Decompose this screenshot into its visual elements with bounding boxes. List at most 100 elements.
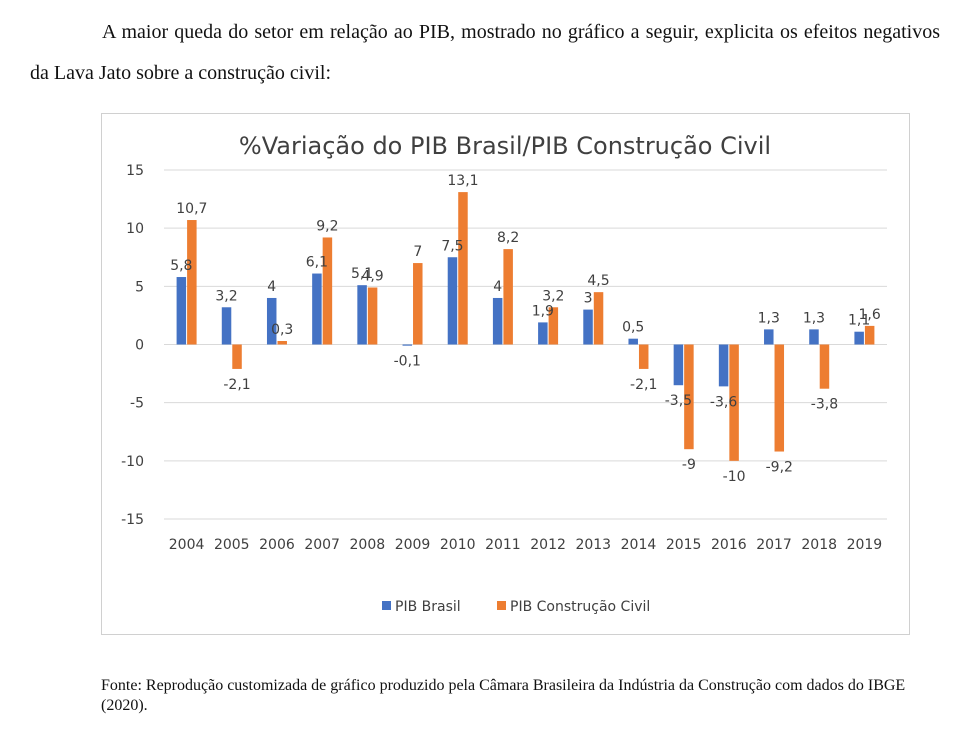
y-tick-label: -10: [121, 454, 144, 470]
data-label: 10,7: [176, 201, 207, 217]
chart-container: %Variação do PIB Brasil/PIB Construção C…: [101, 113, 910, 635]
x-axis-tick-labels: 2004 2005 2006 2007 2008 2009 2010 2011 2012 2013…: [169, 537, 882, 553]
data-label: -10: [723, 469, 746, 485]
y-tick-label: -5: [130, 396, 144, 412]
bar-pib-brasil-2014: [628, 338, 638, 345]
data-label: -3,8: [811, 397, 838, 413]
y-axis-tick-labels: 15 10 5 0 -5 -10 -15: [121, 163, 144, 528]
data-label: -3,5: [665, 393, 692, 409]
data-label: 4: [267, 279, 276, 295]
bar-pib-brasil-2008: [357, 285, 367, 345]
data-label: 0,5: [622, 320, 644, 336]
bar-pib-construcao-2006: [277, 341, 287, 345]
data-label: 5,1: [351, 266, 373, 282]
data-label: 13,1: [447, 173, 478, 189]
bar-pib-construcao-2019: [864, 325, 875, 345]
data-label: 5,8: [170, 258, 192, 274]
intro-paragraph: A maior queda do setor em relação ao PIB…: [30, 21, 940, 84]
x-tick-label: 2004: [169, 537, 205, 553]
data-label: 7,5: [441, 238, 463, 254]
x-tick-label: 2007: [304, 537, 340, 553]
y-tick-label: 5: [135, 279, 144, 295]
legend-swatch: [497, 601, 506, 610]
bar-pib-brasil-2019: [854, 331, 864, 345]
y-tick-label: 0: [135, 338, 144, 354]
legend: PIB Brasil PIB Construção Civil: [382, 599, 650, 615]
y-tick-label: -15: [121, 512, 144, 528]
bar-pib-construcao-2008: [367, 287, 378, 345]
data-label: 6,1: [306, 255, 328, 271]
data-label: -2,1: [630, 377, 657, 393]
bar-pib-brasil-2006: [266, 297, 277, 345]
bars: [176, 192, 875, 461]
data-label: -9,2: [766, 460, 793, 476]
data-label: 3,2: [215, 288, 237, 304]
x-tick-label: 2011: [485, 537, 521, 553]
bar-pib-brasil-2013: [583, 309, 593, 345]
data-label: 0,3: [271, 322, 293, 338]
data-label: 4,9: [361, 268, 383, 284]
chart-title: %Variação do PIB Brasil/PIB Construção C…: [239, 132, 771, 160]
bar-pib-brasil-2009: [402, 344, 413, 346]
bar-pib-construcao-2007: [322, 237, 333, 345]
bar-pib-brasil-2007: [312, 273, 322, 345]
data-label: -2,1: [223, 377, 250, 393]
bar-pib-construcao-2013: [593, 292, 604, 345]
data-label: -9: [682, 457, 696, 473]
bar-pib-construcao-2011: [503, 249, 513, 345]
data-label: 1,3: [803, 310, 825, 326]
legend-swatch: [382, 601, 391, 610]
bar-pib-construcao-2017: [774, 344, 785, 452]
x-tick-label: 2005: [214, 537, 250, 553]
data-label: 8,2: [497, 230, 519, 246]
bar-pib-construcao-2016: [729, 344, 739, 461]
bar-pib-brasil-2016: [718, 344, 729, 387]
data-label: 9,2: [316, 218, 338, 234]
data-label: 4: [493, 279, 502, 295]
data-label: 4,5: [587, 273, 609, 289]
bar-pib-construcao-2004: [187, 220, 197, 345]
bar-pib-brasil-2017: [764, 329, 774, 345]
bar-pib-brasil-2012: [538, 322, 548, 345]
data-label: 3,2: [542, 288, 564, 304]
bar-pib-brasil-2005: [221, 307, 232, 345]
bar-pib-construcao-2009: [413, 263, 423, 345]
x-tick-label: 2019: [847, 537, 883, 553]
legend-label: PIB Construção Civil: [510, 599, 650, 615]
data-label: -3,6: [710, 394, 737, 410]
x-tick-label: 2018: [801, 537, 837, 553]
data-label: 1,3: [758, 310, 780, 326]
data-label: 3: [584, 291, 593, 307]
x-tick-label: 2009: [395, 537, 431, 553]
x-tick-label: 2015: [666, 537, 702, 553]
x-tick-label: 2016: [711, 537, 747, 553]
bar-pib-brasil-2004: [176, 277, 187, 345]
data-label: -0,1: [394, 354, 421, 370]
bar-pib-construcao-2018: [819, 344, 830, 389]
bar-pib-construcao-2010: [458, 192, 468, 345]
x-tick-label: 2013: [575, 537, 611, 553]
x-tick-label: 2012: [530, 537, 566, 553]
data-labels: 5,8 10,7 3,2 -2,1 4 0,3 6,1 9,2 5,14,9 -0,1 7 7,5 13…: [170, 173, 881, 485]
x-tick-label: 2017: [756, 537, 792, 553]
bar-pib-construcao-2014: [638, 344, 649, 369]
y-tick-label: 10: [126, 221, 144, 237]
y-tick-label: 15: [126, 163, 144, 179]
bar-pib-construcao-2012: [548, 307, 559, 345]
source-caption: Fonte: Reprodução customizada de gráfico…: [101, 677, 906, 714]
x-tick-label: 2010: [440, 537, 476, 553]
legend-label: PIB Brasil: [395, 599, 461, 615]
data-label: 1,6: [859, 307, 881, 323]
x-tick-label: 2008: [350, 537, 386, 553]
bar-chart: %Variação do PIB Brasil/PIB Construção C…: [121, 132, 887, 615]
x-tick-label: 2006: [259, 537, 295, 553]
bar-pib-brasil-2011: [492, 297, 503, 345]
bar-pib-brasil-2010: [447, 257, 458, 345]
bar-pib-construcao-2015: [684, 344, 694, 450]
data-label: 1,9: [532, 303, 554, 319]
data-label: 1,1: [848, 313, 870, 329]
x-tick-label: 2014: [621, 537, 657, 553]
data-label: 7: [413, 244, 422, 260]
bar-pib-brasil-2018: [809, 329, 819, 345]
bar-pib-construcao-2005: [232, 344, 242, 369]
